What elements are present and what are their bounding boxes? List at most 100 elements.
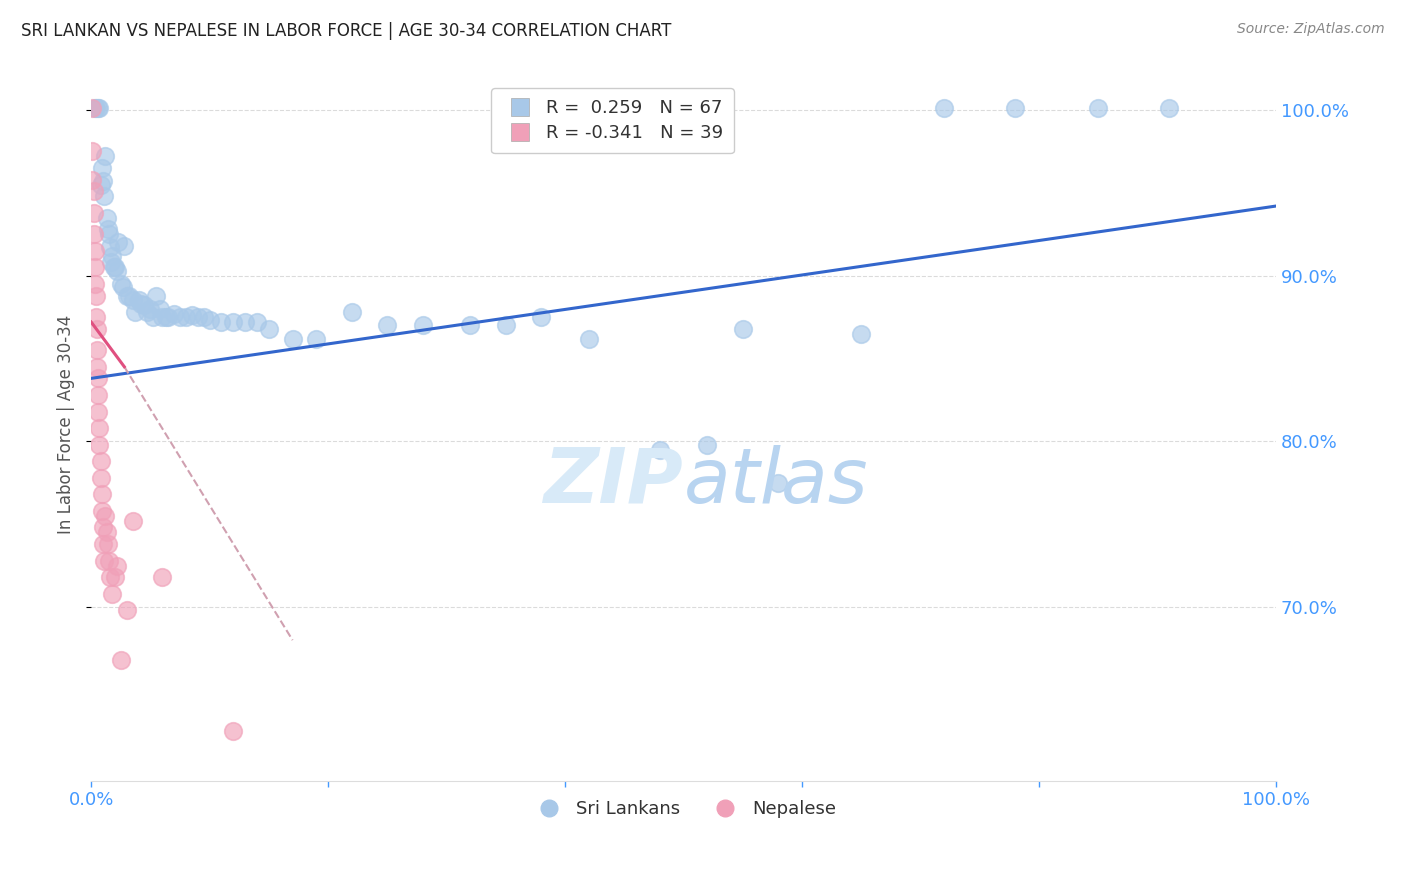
Point xyxy=(87,371,110,385)
Legend: Sri Lankans, Nepalese: Sri Lankans, Nepalese xyxy=(523,793,844,825)
Point xyxy=(193,310,215,324)
Point xyxy=(98,570,121,584)
Point xyxy=(155,310,177,324)
Text: SRI LANKAN VS NEPALESE IN LABOR FORCE | AGE 30-34 CORRELATION CHART: SRI LANKAN VS NEPALESE IN LABOR FORCE | … xyxy=(21,22,672,40)
Point xyxy=(83,101,105,115)
Point xyxy=(89,437,111,451)
Point xyxy=(104,260,127,275)
Point xyxy=(83,260,105,275)
Point xyxy=(104,570,127,584)
Point xyxy=(112,239,135,253)
Point xyxy=(107,235,129,250)
Point xyxy=(281,332,304,346)
Point xyxy=(169,310,191,324)
Point xyxy=(97,537,120,551)
Point xyxy=(129,297,152,311)
Point xyxy=(222,315,245,329)
Point xyxy=(90,471,112,485)
Point xyxy=(934,101,956,115)
Point xyxy=(157,310,180,324)
Point xyxy=(163,307,186,321)
Point xyxy=(103,260,125,275)
Point xyxy=(149,301,172,316)
Point xyxy=(142,310,165,324)
Point xyxy=(82,172,104,186)
Point xyxy=(145,288,167,302)
Point xyxy=(83,277,105,291)
Point xyxy=(731,321,754,335)
Point xyxy=(1004,101,1026,115)
Point xyxy=(121,514,143,528)
Point xyxy=(851,326,873,341)
Point xyxy=(180,309,202,323)
Point xyxy=(412,318,434,333)
Point xyxy=(94,508,117,523)
Point xyxy=(90,178,112,192)
Point xyxy=(150,570,173,584)
Point xyxy=(128,293,150,308)
Point xyxy=(86,321,108,335)
Point xyxy=(83,227,105,242)
Point xyxy=(94,149,117,163)
Y-axis label: In Labor Force | Age 30-34: In Labor Force | Age 30-34 xyxy=(58,315,75,534)
Point xyxy=(96,525,118,540)
Point xyxy=(101,249,124,263)
Point xyxy=(87,388,110,402)
Point xyxy=(101,587,124,601)
Point xyxy=(90,161,112,175)
Text: ZIP: ZIP xyxy=(544,445,683,519)
Point xyxy=(648,442,671,457)
Point xyxy=(174,310,197,324)
Point xyxy=(89,421,111,435)
Point xyxy=(86,359,108,374)
Point xyxy=(87,101,110,115)
Point xyxy=(97,222,120,236)
Point xyxy=(83,244,105,258)
Point xyxy=(110,277,132,291)
Point xyxy=(87,404,110,418)
Point xyxy=(83,184,105,198)
Point xyxy=(134,298,156,312)
Point xyxy=(90,504,112,518)
Point xyxy=(768,475,790,490)
Point xyxy=(305,332,328,346)
Point xyxy=(187,310,209,324)
Point xyxy=(222,724,245,739)
Point xyxy=(377,318,399,333)
Point xyxy=(458,318,481,333)
Point xyxy=(83,205,105,219)
Point xyxy=(696,437,718,451)
Point xyxy=(90,487,112,501)
Point xyxy=(105,558,128,573)
Point xyxy=(530,310,553,324)
Point xyxy=(578,332,600,346)
Point xyxy=(211,315,233,329)
Point xyxy=(233,315,256,329)
Point xyxy=(100,255,122,269)
Point xyxy=(98,240,121,254)
Point xyxy=(91,520,114,534)
Point xyxy=(198,313,221,327)
Point xyxy=(82,145,104,159)
Point xyxy=(115,288,138,302)
Point xyxy=(139,301,162,316)
Point xyxy=(340,305,363,319)
Point xyxy=(91,537,114,551)
Point xyxy=(135,305,157,319)
Point xyxy=(115,603,138,617)
Point xyxy=(93,189,115,203)
Point xyxy=(150,310,173,324)
Point xyxy=(97,227,120,242)
Point xyxy=(84,101,107,115)
Point xyxy=(91,174,114,188)
Point xyxy=(93,554,115,568)
Point xyxy=(495,318,517,333)
Point xyxy=(257,321,280,335)
Point xyxy=(1087,101,1109,115)
Point xyxy=(97,554,120,568)
Point xyxy=(246,315,269,329)
Point xyxy=(90,454,112,468)
Point xyxy=(96,211,118,225)
Point xyxy=(105,263,128,277)
Point xyxy=(124,305,146,319)
